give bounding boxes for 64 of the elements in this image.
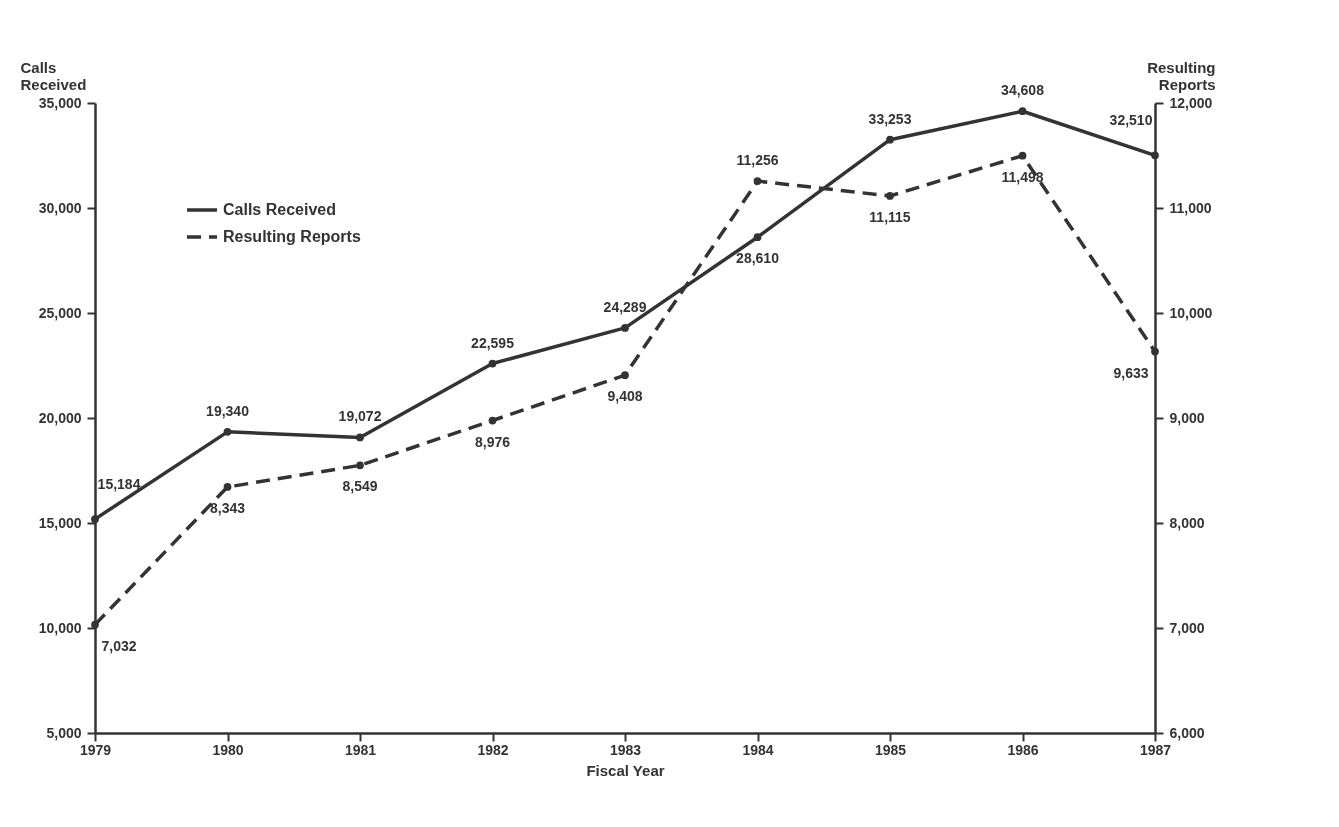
x-tick-label: 1979: [79, 741, 112, 758]
y2-axis-title: Resulting Reports: [1147, 58, 1216, 93]
y-axis-title: Calls Received: [20, 58, 87, 93]
data-label: 24,289: [603, 298, 647, 315]
x-tick-label: 1987: [1139, 741, 1172, 758]
x-axis-title: Fiscal Year: [586, 761, 665, 779]
point: [223, 427, 232, 436]
point: [1018, 151, 1027, 160]
y2-tick-label: 10,000: [1169, 304, 1213, 321]
point: [91, 620, 99, 629]
point: [91, 515, 99, 523]
data-label: 8,549: [342, 478, 378, 495]
data-label: 15,184: [97, 476, 141, 493]
data-label: 9,408: [607, 388, 643, 405]
data-label: 32,510: [1109, 112, 1153, 129]
point: [621, 371, 629, 380]
point: [1151, 347, 1159, 356]
x-tick-label: 1984: [742, 741, 774, 758]
y-tick-label: 10,000: [38, 619, 82, 636]
point: [753, 233, 762, 242]
y-tick-label: 20,000: [38, 409, 82, 426]
y2-tick-label: 8,000: [1169, 514, 1205, 531]
point: [886, 192, 894, 200]
x-tick-label: 1983: [609, 741, 642, 758]
point: [753, 177, 762, 185]
point: [1151, 151, 1159, 160]
point: [488, 359, 497, 368]
y-tick-label: 25,000: [38, 304, 82, 321]
legend-label: Calls Received: [223, 201, 336, 218]
legend-label: Resulting Reports: [223, 228, 361, 245]
y2-tick-label: 7,000: [1169, 619, 1205, 636]
point: [621, 324, 629, 332]
data-label: 7,032: [101, 637, 137, 654]
x-tick-label: 1986: [1007, 741, 1039, 758]
data-label: 8,976: [474, 433, 511, 450]
x-tick-label: 1980: [212, 741, 244, 758]
x-tick-label: 1982: [477, 741, 509, 758]
y-tick-label: 5,000: [46, 724, 82, 741]
x-tick-label: 1981: [344, 741, 377, 758]
point: [488, 416, 497, 425]
point: [356, 461, 364, 470]
data-label: 19,072: [338, 408, 382, 425]
x-tick-label: 1985: [874, 741, 907, 758]
y2-tick-label: 11,000: [1169, 199, 1212, 216]
data-label: 33,253: [868, 110, 912, 127]
y-tick-label: 30,000: [38, 199, 82, 216]
y2-tick-label: 12,000: [1169, 94, 1213, 111]
point: [223, 483, 232, 491]
data-label: 28,610: [736, 250, 780, 267]
data-label: 22,595: [471, 334, 515, 351]
data-label: 11,256: [736, 152, 779, 169]
data-label: 34,608: [1001, 82, 1045, 99]
point: [1018, 107, 1027, 116]
data-label: 11,115: [869, 208, 911, 225]
data-label: 11,498: [1001, 168, 1044, 185]
y-tick-label: 35,000: [38, 94, 82, 111]
y-tick-label: 15,000: [38, 514, 82, 531]
data-label: 8,343: [209, 499, 246, 516]
y2-tick-label: 9,000: [1169, 409, 1205, 426]
point: [356, 433, 364, 442]
data-label: 9,633: [1113, 364, 1149, 381]
point: [886, 135, 894, 144]
y2-tick-label: 6,000: [1169, 724, 1205, 741]
data-label: 19,340: [206, 402, 250, 419]
